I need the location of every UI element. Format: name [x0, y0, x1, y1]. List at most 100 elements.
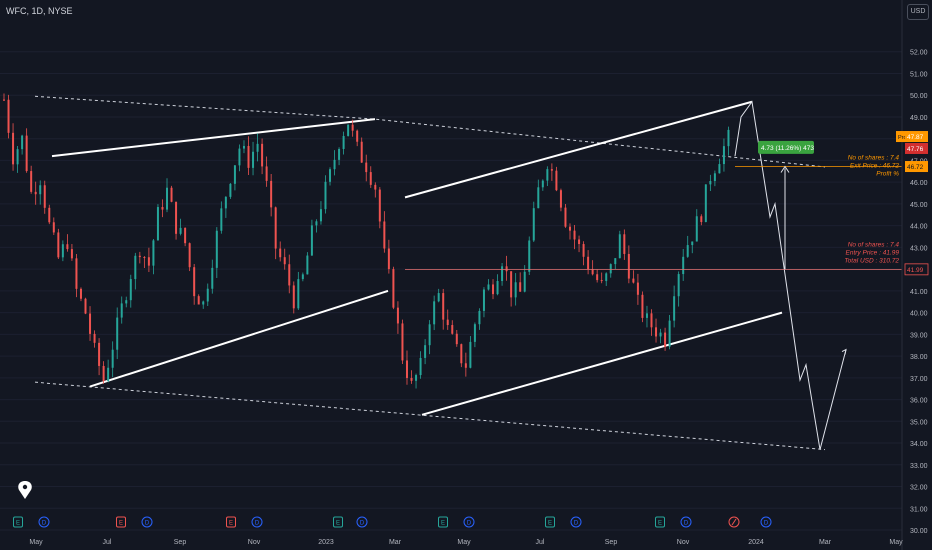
candle-body: [79, 288, 82, 299]
chart-grid: [0, 51, 902, 531]
candle: [333, 150, 336, 176]
earnings-marker-box: [655, 516, 665, 528]
price-tick-label: 46.00: [910, 180, 928, 187]
candle-body: [591, 269, 594, 275]
dividend-marker[interactable]: D: [38, 516, 50, 528]
earnings-marker[interactable]: E: [116, 516, 126, 528]
candle: [3, 93, 5, 102]
earnings-marker[interactable]: E: [438, 516, 448, 528]
candle-body: [84, 298, 87, 314]
candle-body: [369, 172, 372, 185]
candle: [514, 273, 517, 306]
candle-body: [632, 278, 635, 283]
candle-body: [61, 244, 64, 258]
dividend-marker[interactable]: D: [463, 516, 475, 528]
earnings-marker[interactable]: E: [226, 516, 236, 528]
candle-body: [433, 301, 436, 325]
price-tick-label: 45.00: [910, 202, 928, 209]
candle: [650, 309, 653, 336]
candle-body: [424, 345, 427, 358]
location-pin-icon[interactable]: [18, 481, 32, 499]
candle: [347, 124, 350, 137]
projection-arrowhead: [841, 348, 847, 355]
candle-body: [279, 248, 282, 258]
dividend-marker[interactable]: D: [141, 516, 153, 528]
candle: [152, 239, 155, 275]
dividend-marker[interactable]: D: [570, 516, 582, 528]
candle: [102, 361, 105, 384]
candle-body: [428, 324, 431, 346]
candle: [279, 241, 282, 262]
candle: [455, 330, 458, 347]
candle: [48, 204, 51, 225]
candle: [446, 309, 449, 330]
dividend-marker-label: D: [574, 521, 579, 527]
price-tick-label: 35.00: [910, 419, 928, 426]
candle-body: [564, 207, 567, 227]
entry-note-line: Total USD : 310.72: [844, 257, 899, 264]
dividend-marker[interactable]: D: [251, 516, 263, 528]
price-label-text: 46.72: [907, 164, 924, 171]
candle-body: [338, 148, 341, 160]
price-label: 41.99: [904, 263, 929, 276]
candle-body: [691, 241, 694, 246]
candle-body: [129, 279, 132, 301]
candle: [600, 272, 603, 284]
candle-body: [252, 151, 255, 168]
candle-body: [505, 266, 508, 272]
dividend-marker[interactable]: D: [680, 516, 692, 528]
price-tick-label: 50.00: [910, 93, 928, 100]
price-tick-label: 34.00: [910, 441, 928, 448]
candle: [89, 306, 92, 341]
candle-body: [43, 185, 46, 208]
earnings-marker[interactable]: [728, 516, 740, 528]
candle-body: [120, 303, 123, 318]
candle: [84, 297, 87, 315]
earnings-marker[interactable]: E: [333, 516, 343, 528]
earnings-marker[interactable]: E: [655, 516, 665, 528]
candle: [713, 170, 716, 187]
candle-body: [247, 145, 250, 168]
candle: [242, 140, 245, 154]
candle: [134, 252, 137, 290]
candle-body: [464, 363, 467, 368]
price-axis[interactable]: 30.00 31.00 32.00 33.00 34.00 35.00 36.00 37.00…: [896, 0, 932, 550]
candle-body: [645, 313, 648, 318]
candle: [256, 133, 259, 162]
dividend-marker[interactable]: D: [760, 516, 772, 528]
currency-button[interactable]: USD: [907, 4, 929, 20]
price-label: Pro 47.87: [896, 131, 928, 143]
candle-body: [587, 256, 590, 270]
dividend-marker[interactable]: D: [356, 516, 368, 528]
time-tick-label: Mar: [389, 539, 402, 546]
candle: [442, 288, 445, 330]
candle: [374, 182, 377, 198]
candle-body: [256, 143, 259, 152]
candle-body: [66, 244, 69, 250]
candle-body: [659, 332, 662, 337]
candle: [202, 300, 205, 309]
candle: [645, 305, 648, 328]
candle-body: [528, 240, 531, 272]
candle-body: [677, 274, 680, 297]
candle: [315, 219, 318, 233]
candle-body: [93, 333, 96, 343]
candle: [211, 259, 214, 294]
channel-dashed-line: [34, 95, 826, 168]
earnings-marker[interactable]: E: [545, 516, 555, 528]
candle-body: [532, 208, 535, 241]
candle: [265, 156, 268, 187]
candle: [437, 288, 440, 303]
candle-body: [75, 258, 78, 289]
time-tick-label: Jul: [536, 539, 545, 546]
time-axis[interactable]: May Jul Sep Nov 2023 Mar May Jul Sep Nov 2024 Mar Ma…: [29, 539, 903, 546]
candle: [342, 131, 345, 155]
candle-body: [184, 227, 187, 244]
candle: [30, 165, 33, 194]
earnings-marker[interactable]: E: [13, 516, 23, 528]
candle: [369, 166, 372, 188]
profit-badge-text: 4.73 (11.26%) 473: [761, 145, 814, 152]
